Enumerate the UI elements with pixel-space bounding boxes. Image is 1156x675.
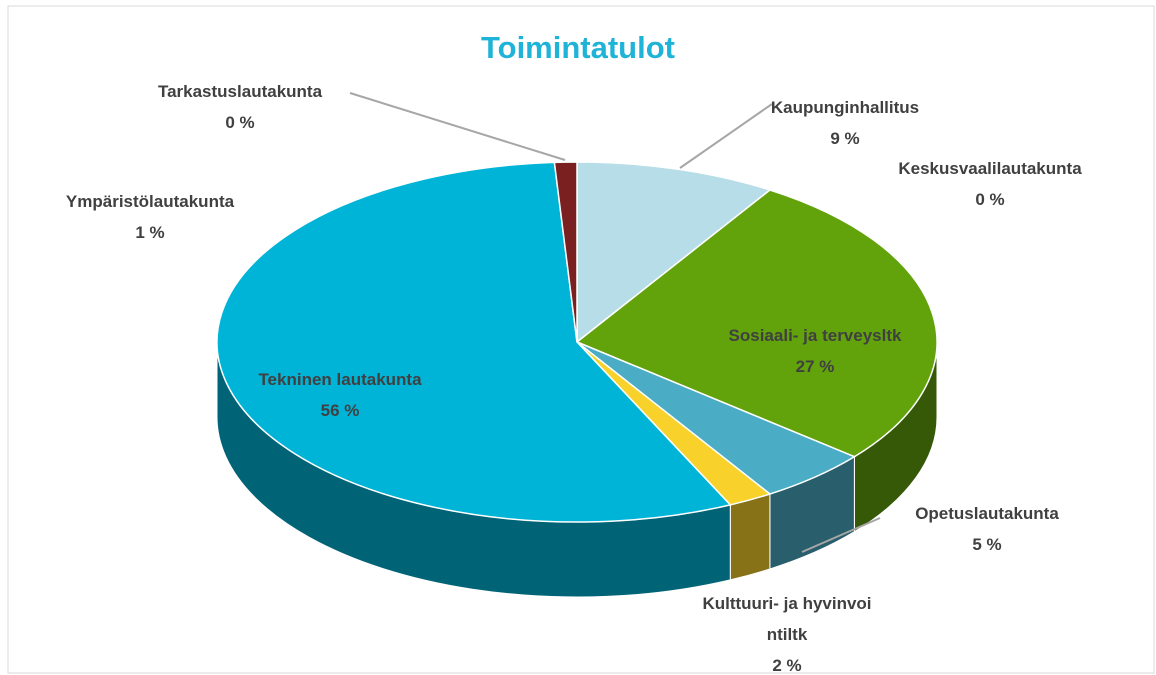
value-label: 5 % [972, 535, 1002, 554]
leader-line [349, 92, 566, 161]
category-label: Ympäristölautakunta [65, 192, 235, 211]
data-label: Ympäristölautakunta 1 % [25, 186, 275, 248]
value-label: 27 % [795, 357, 835, 376]
slice [575, 189, 938, 458]
value-label: 2 % [772, 656, 802, 675]
data-label: Opetuslautakunta 5 % [877, 498, 1097, 560]
value-label: 0 % [975, 190, 1005, 209]
chart-title: Toimintatulot [481, 30, 675, 65]
data-label: Keskusvaalilautakunta 0 % [888, 153, 1093, 215]
category-label: Kulttuuri- ja hyvinvointiltk [702, 594, 872, 644]
category-label: Sosiaali- ja terveysltk [728, 326, 902, 345]
category-label: Tarkastuslautakunta [157, 82, 323, 101]
value-label: 1 % [135, 223, 165, 242]
slice-side [729, 493, 771, 581]
slice [576, 161, 772, 344]
value-label: 0 % [225, 113, 255, 132]
data-label: Tekninen lautakunta 56 % [220, 364, 460, 426]
frame [7, 5, 1155, 674]
category-label: Keskusvaalilautakunta [898, 159, 1082, 178]
value-label: 56 % [320, 401, 360, 420]
data-label: Sosiaali- ja terveysltk 27 % [685, 320, 945, 382]
slice [553, 161, 578, 343]
data-label: Kaupunginhallitus 9 % [745, 92, 945, 154]
leader-line [679, 103, 773, 169]
data-label: Kulttuuri- ja hyvinvointiltk 2 % [702, 588, 872, 675]
category-label: Opetuslautakunta [915, 504, 1059, 523]
data-label: Tarkastuslautakunta 0 % [120, 76, 360, 138]
value-label: 9 % [830, 129, 860, 148]
category-label: Tekninen lautakunta [258, 370, 422, 389]
category-label: Kaupunginhallitus [770, 98, 920, 117]
leader-line [801, 517, 881, 553]
slice [216, 161, 732, 523]
